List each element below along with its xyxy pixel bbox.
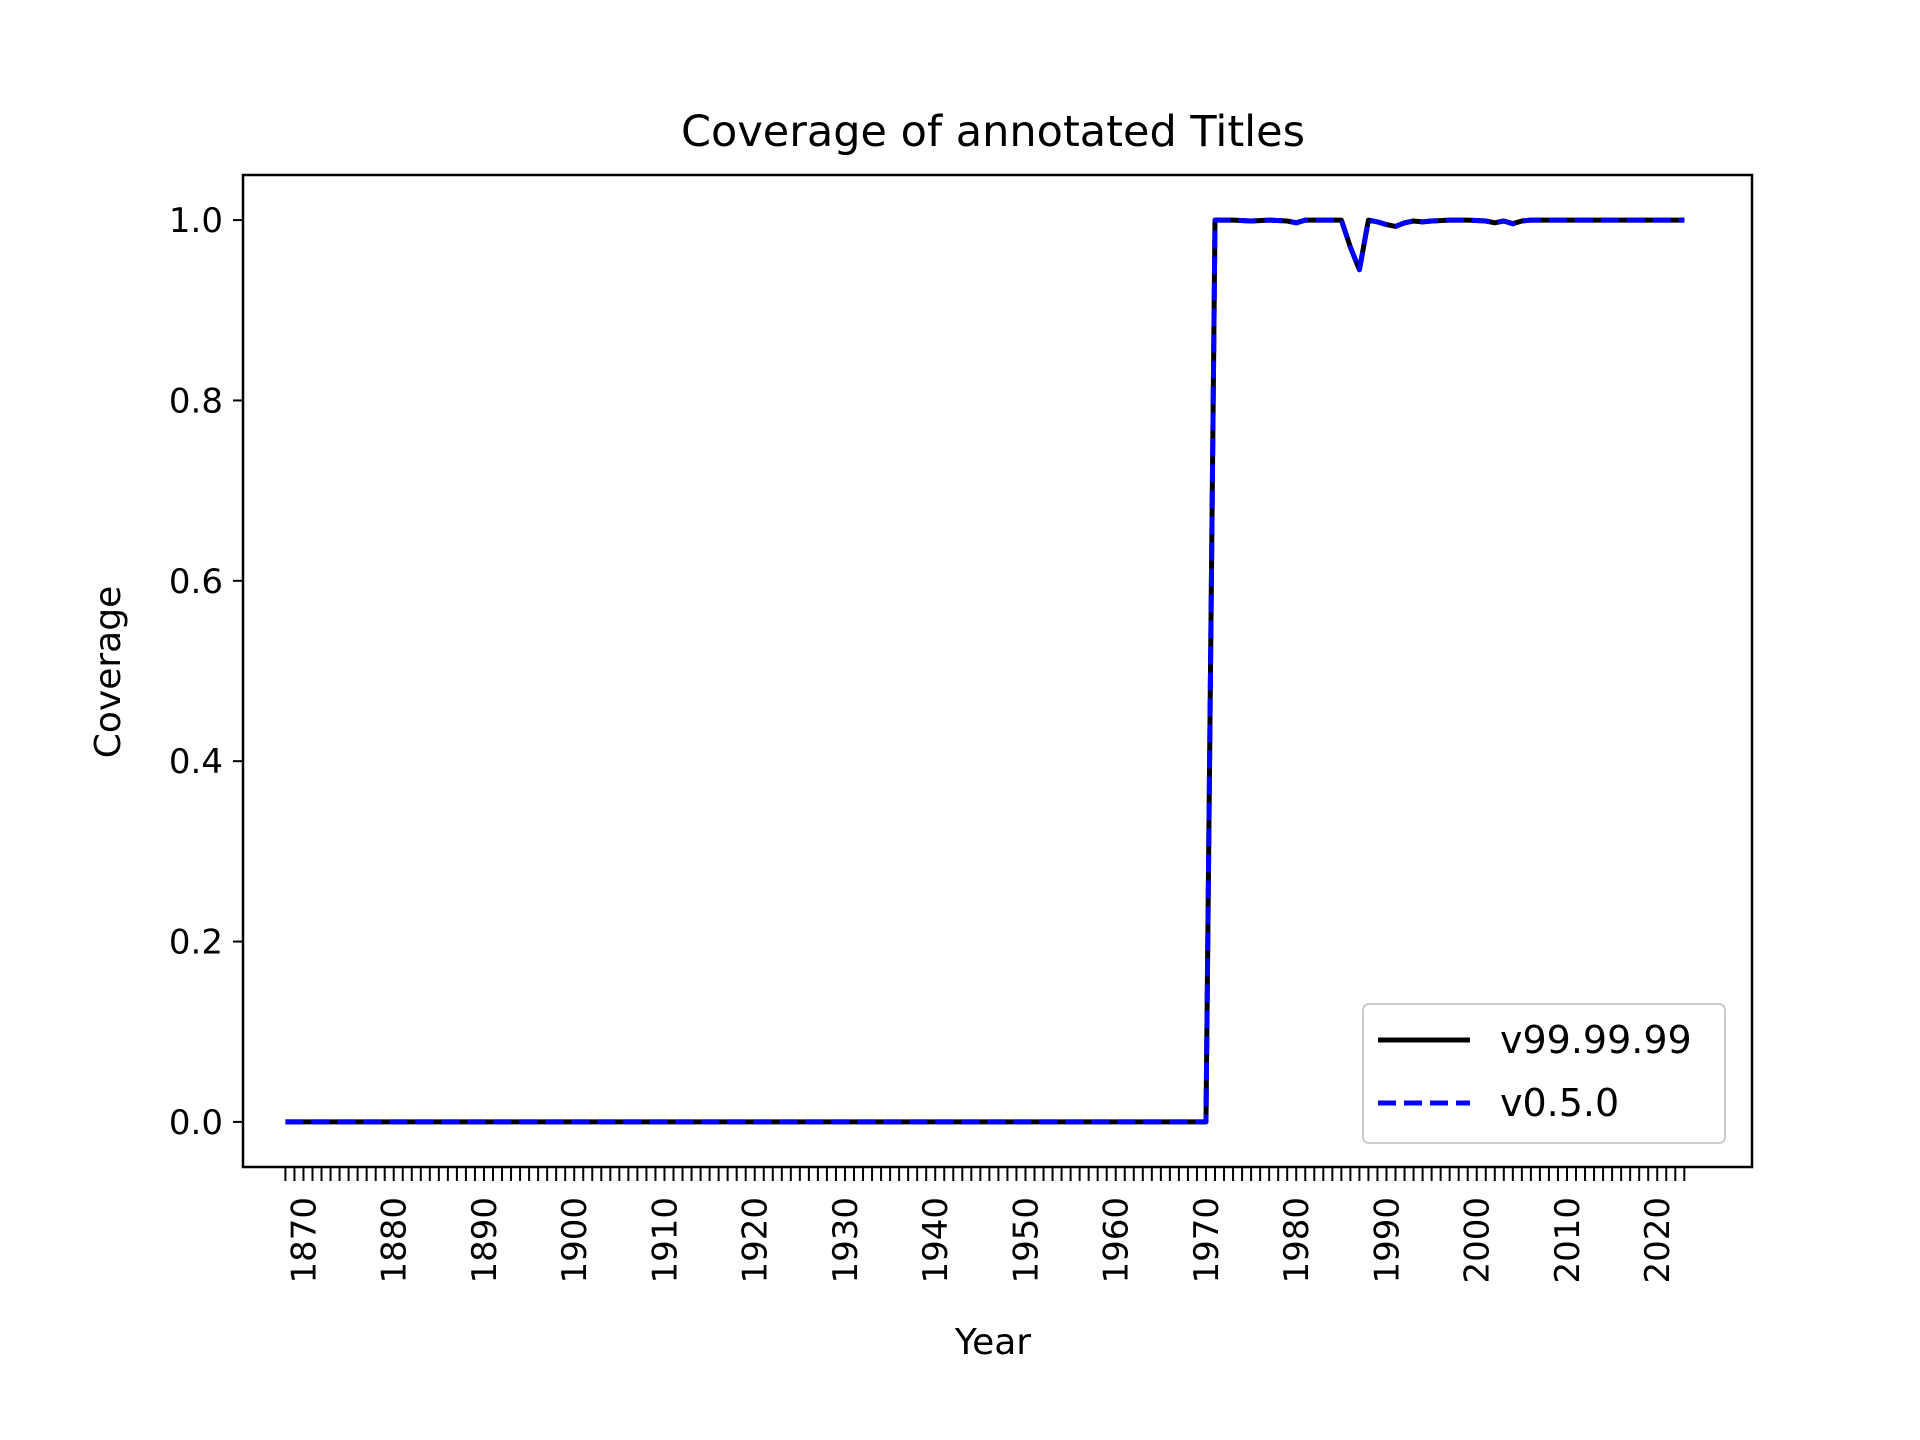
x-tick-label: 1980: [1277, 1197, 1317, 1284]
x-tick-label: 1960: [1097, 1197, 1137, 1284]
y-tick-label: 0.4: [169, 742, 223, 782]
series-line-v0.5.0: [285, 217, 1685, 1125]
plot-frame: [241, 173, 1754, 1169]
x-tick-label: 1950: [1006, 1197, 1046, 1284]
legend: v99.99.99 v0.5.0: [1362, 1003, 1726, 1144]
x-tick-label: 1990: [1367, 1197, 1407, 1284]
y-tick-label: 0.0: [169, 1103, 223, 1143]
y-tick-label: 0.2: [169, 923, 223, 963]
x-tick-label: 1970: [1187, 1197, 1227, 1284]
y-tick-label: 1.0: [169, 201, 223, 241]
x-tick-label: 1910: [645, 1197, 685, 1284]
x-tick-label: 1930: [826, 1197, 866, 1284]
y-tick-label: 0.6: [169, 562, 223, 602]
y-tick-label: 0.8: [169, 381, 223, 421]
x-tick-label: 1870: [284, 1197, 324, 1284]
chart-title: Coverage of annotated Titles: [681, 107, 1305, 157]
legend-label-v99: v99.99.99: [1500, 1018, 1692, 1062]
x-tick-label: 1880: [375, 1197, 415, 1284]
series-line-v99.99.99: [285, 217, 1685, 1125]
x-tick-label: 1900: [555, 1197, 595, 1284]
x-tick-label: 2020: [1638, 1197, 1678, 1284]
x-tick-label: 1890: [465, 1197, 505, 1284]
legend-label-v050: v0.5.0: [1500, 1081, 1619, 1125]
x-tick-label: 2010: [1548, 1197, 1588, 1284]
x-axis-title: Year: [954, 1322, 1031, 1363]
y-axis-title: Coverage: [88, 586, 129, 758]
x-tick-label: 1920: [736, 1197, 776, 1284]
x-tick-label: 1940: [916, 1197, 956, 1284]
plot-area: 1870 1880 1890 1900 1910 1920 1930 1940 1950 1960…: [169, 173, 1754, 1284]
x-tick-label: 2000: [1458, 1197, 1498, 1284]
